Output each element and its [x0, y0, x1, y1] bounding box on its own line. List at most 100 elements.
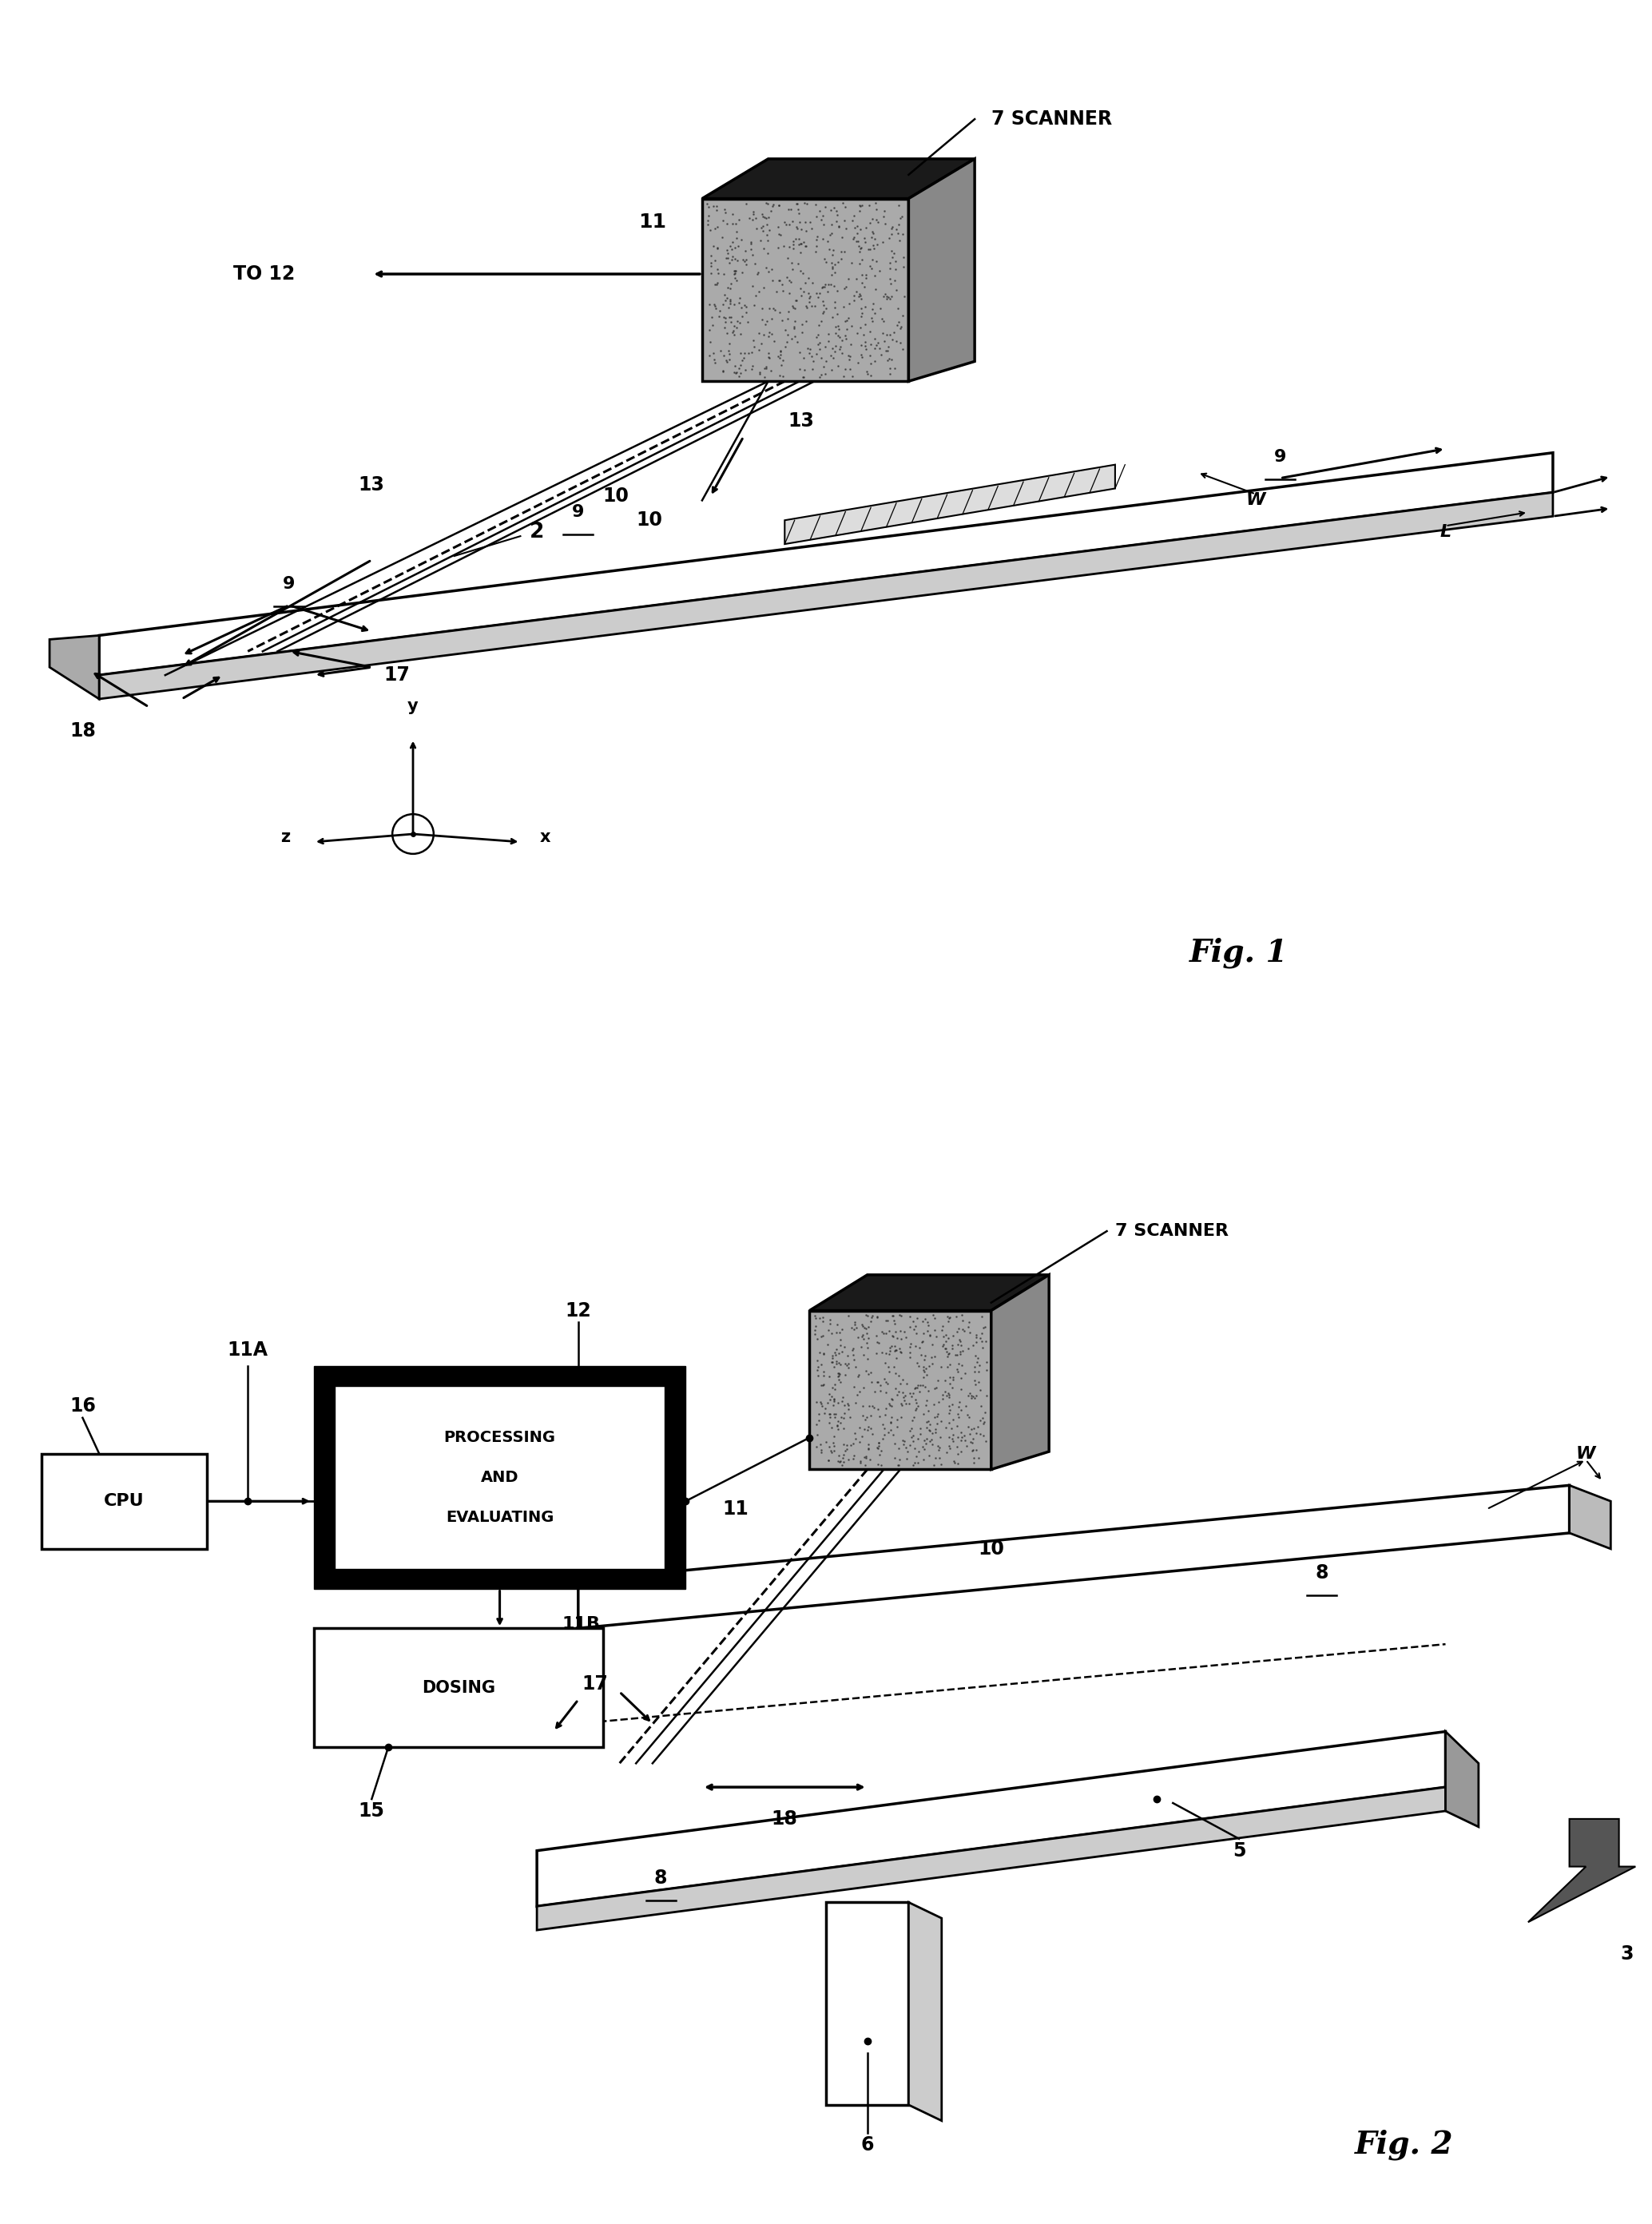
- Point: [847, 1330, 874, 1366]
- Point: [897, 1339, 923, 1374]
- Point: [930, 1319, 957, 1354]
- Point: [871, 1317, 897, 1352]
- Point: [816, 1428, 843, 1463]
- Point: [702, 345, 729, 380]
- Point: [945, 1310, 971, 1346]
- Point: [826, 1359, 852, 1394]
- Point: [697, 214, 724, 249]
- Point: [786, 205, 813, 240]
- Text: 12: 12: [565, 1301, 591, 1321]
- Point: [738, 231, 765, 267]
- Point: [694, 207, 720, 242]
- Point: [819, 1410, 846, 1446]
- Point: [821, 1428, 847, 1463]
- Point: [841, 1312, 867, 1348]
- Point: [730, 340, 757, 376]
- Point: [874, 318, 900, 354]
- Point: [767, 187, 793, 222]
- Point: [935, 1299, 961, 1334]
- Point: [811, 267, 838, 302]
- Point: [829, 322, 856, 358]
- Point: [872, 1334, 899, 1370]
- Point: [914, 1403, 940, 1439]
- Point: [844, 260, 871, 296]
- Point: [765, 338, 791, 374]
- Point: [808, 1368, 834, 1403]
- Point: [914, 1350, 940, 1386]
- Point: [857, 358, 884, 394]
- Point: [729, 342, 755, 378]
- Point: [940, 1421, 966, 1457]
- Point: [872, 1374, 899, 1410]
- Point: [793, 187, 819, 222]
- Point: [857, 1397, 884, 1432]
- Point: [897, 1310, 923, 1346]
- Point: [778, 320, 805, 356]
- Point: [879, 1388, 905, 1423]
- Point: [780, 289, 806, 325]
- Point: [768, 267, 795, 302]
- Point: [885, 1448, 912, 1483]
- Point: [849, 340, 876, 376]
- Point: [821, 1381, 847, 1417]
- Point: [849, 187, 876, 222]
- Point: [719, 242, 745, 278]
- Point: [871, 1410, 897, 1446]
- Point: [889, 198, 915, 234]
- Point: [695, 198, 722, 234]
- Point: [872, 205, 899, 240]
- Point: [847, 291, 874, 327]
- Point: [732, 245, 758, 280]
- Point: [722, 347, 748, 383]
- Point: [882, 1370, 909, 1406]
- Point: [961, 1439, 988, 1475]
- Point: [762, 291, 788, 327]
- Point: [867, 1399, 894, 1434]
- Point: [818, 216, 844, 251]
- Point: [968, 1317, 995, 1352]
- Point: [948, 1328, 975, 1363]
- Point: [771, 329, 798, 365]
- Point: [884, 1377, 910, 1412]
- Point: [771, 205, 798, 240]
- Point: [732, 351, 758, 387]
- Point: [819, 1339, 846, 1374]
- Point: [919, 1328, 945, 1363]
- Point: [866, 1426, 892, 1461]
- Point: [852, 258, 879, 294]
- Point: [823, 1314, 849, 1350]
- Point: [826, 1357, 852, 1392]
- Point: [907, 1330, 933, 1366]
- Point: [785, 196, 811, 231]
- Point: [890, 331, 917, 367]
- Point: [811, 1359, 838, 1394]
- Point: [867, 1368, 894, 1403]
- Point: [831, 189, 857, 225]
- Point: [821, 247, 847, 282]
- Point: [897, 1428, 923, 1463]
- Point: [902, 1430, 928, 1466]
- Point: [935, 1394, 961, 1430]
- Point: [813, 329, 839, 365]
- Point: [714, 240, 740, 276]
- Point: [910, 1397, 937, 1432]
- Point: [864, 1323, 890, 1359]
- Point: [882, 251, 909, 287]
- Point: [847, 189, 874, 225]
- Point: [859, 1363, 885, 1399]
- Point: [847, 309, 874, 345]
- Text: 9: 9: [572, 505, 585, 520]
- Point: [899, 1419, 925, 1454]
- Point: [747, 274, 773, 309]
- Point: [806, 1397, 833, 1432]
- Point: [793, 205, 819, 240]
- Point: [905, 1421, 932, 1457]
- Point: [847, 1443, 874, 1479]
- Point: [805, 316, 831, 351]
- Point: [902, 1308, 928, 1343]
- Point: [717, 271, 743, 307]
- Point: [902, 1317, 928, 1352]
- Point: [910, 1359, 937, 1394]
- Point: [948, 1361, 975, 1397]
- Point: [818, 193, 844, 229]
